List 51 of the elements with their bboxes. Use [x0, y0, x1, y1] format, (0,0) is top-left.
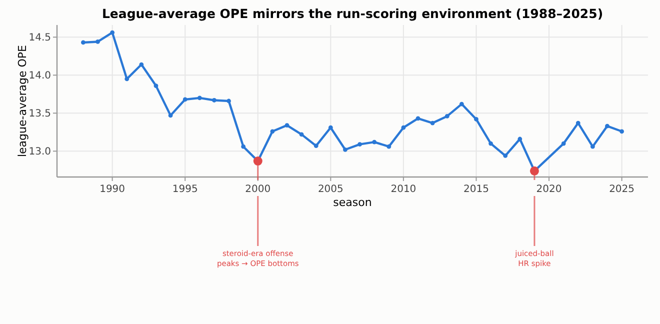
point [110, 30, 115, 35]
point [328, 125, 333, 130]
point [430, 120, 435, 126]
point [488, 141, 493, 146]
point [459, 102, 464, 106]
y-axis-title: league-average OPE [16, 44, 29, 158]
chart-title: League-average OPE mirrors the run-scoring environment (1988–2025) [102, 6, 604, 21]
point [620, 129, 624, 134]
point [474, 117, 478, 122]
point [139, 62, 144, 67]
point [314, 144, 318, 148]
x-tick-label: 1990 [100, 184, 126, 195]
point [503, 154, 508, 158]
point [226, 98, 231, 104]
point [576, 120, 580, 126]
x-tick-label: 2000 [245, 184, 271, 195]
point [343, 147, 348, 152]
point [270, 129, 275, 134]
point [96, 40, 100, 44]
point [241, 144, 246, 149]
x-tick-label: 1995 [172, 184, 198, 195]
x-tick-label: 2020 [536, 184, 562, 195]
point [358, 142, 362, 147]
point [401, 125, 406, 130]
point [605, 124, 610, 128]
point [590, 144, 595, 149]
x-tick-label: 2025 [609, 184, 635, 195]
point [212, 98, 216, 102]
point [299, 132, 304, 137]
y-tick-label: 13.0 [28, 146, 51, 158]
point [386, 144, 392, 149]
point [444, 114, 450, 118]
point [197, 96, 202, 100]
point [154, 84, 158, 88]
point [182, 97, 188, 102]
x-tick-label: 2010 [390, 184, 416, 195]
point [124, 76, 130, 82]
point [530, 166, 539, 176]
point [372, 140, 377, 144]
point [81, 40, 86, 45]
x-axis-title: season [333, 196, 372, 209]
point [168, 113, 173, 118]
point [253, 156, 262, 166]
y-tick-label: 13.5 [28, 108, 51, 120]
point [284, 123, 290, 128]
point [561, 141, 566, 146]
y-tick-label: 14.0 [28, 70, 51, 82]
y-tick-label: 14.5 [28, 32, 51, 44]
point [416, 116, 420, 121]
x-tick-label: 2015 [464, 184, 489, 195]
x-tick-label: 2005 [318, 184, 344, 195]
